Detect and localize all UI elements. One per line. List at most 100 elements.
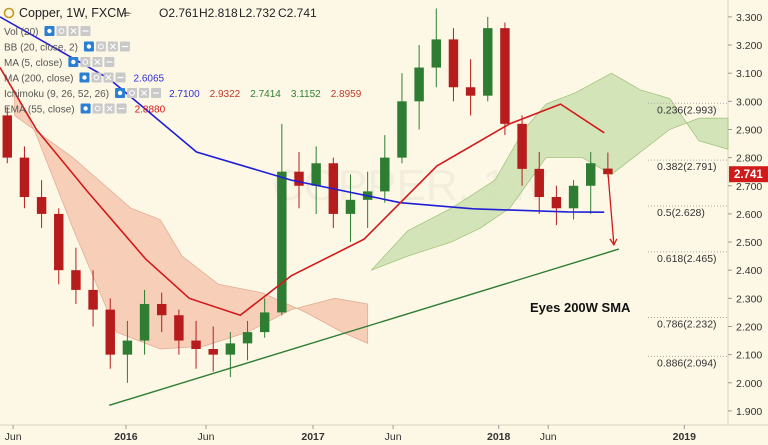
settings-icon[interactable] bbox=[95, 41, 106, 52]
more-icon[interactable] bbox=[116, 103, 127, 114]
candle-body bbox=[534, 168, 544, 198]
close-icon[interactable] bbox=[104, 103, 115, 114]
x-tick-label: 2017 bbox=[301, 431, 325, 443]
close-icon[interactable] bbox=[92, 57, 103, 67]
candle-body bbox=[36, 197, 47, 214]
price-tag-box bbox=[729, 166, 768, 183]
close-icon[interactable] bbox=[103, 72, 114, 83]
candle-body bbox=[208, 349, 218, 355]
candle-body bbox=[586, 163, 596, 186]
y-tick-label: 3.100 bbox=[736, 68, 762, 80]
candlesticks bbox=[2, 8, 613, 383]
candle-body bbox=[157, 303, 167, 316]
legend-label: MA (5, close) bbox=[4, 58, 62, 69]
y-tick-label: 2.400 bbox=[736, 265, 762, 277]
quote-glyph-icon: ⌯ bbox=[122, 6, 132, 20]
legend-value: 2.8959 bbox=[331, 89, 362, 100]
candle-body bbox=[191, 340, 201, 350]
candle-body bbox=[431, 39, 441, 68]
eye-icon[interactable] bbox=[83, 41, 94, 52]
candle-body bbox=[139, 303, 150, 341]
cloud-bearish-area bbox=[14, 89, 369, 350]
price-tag-label: 2.741 bbox=[734, 169, 763, 181]
chart-header: Copper, 1W, FXCM ⌯ O2.761 H2.818 L2.732 … bbox=[3, 6, 317, 20]
legend-label: EMA (55, close) bbox=[4, 105, 75, 116]
y-tick-label: 2.100 bbox=[736, 350, 762, 362]
settings-icon[interactable] bbox=[91, 72, 102, 83]
ema55-line bbox=[0, 67, 605, 317]
eye-icon[interactable] bbox=[115, 88, 126, 98]
legend-value: 2.8880 bbox=[135, 105, 166, 116]
eye-icon[interactable] bbox=[80, 103, 91, 114]
support-trendline[interactable] bbox=[108, 248, 620, 406]
settings-icon[interactable] bbox=[127, 88, 138, 98]
candle-body bbox=[551, 197, 562, 209]
legend-label: Vol (20) bbox=[4, 27, 38, 38]
candle-body bbox=[2, 115, 12, 158]
candle-body bbox=[397, 101, 407, 158]
x-tick-label: Jun bbox=[198, 431, 215, 443]
y-tick-label: 1.900 bbox=[736, 406, 762, 418]
more-icon[interactable] bbox=[80, 26, 91, 36]
legend-value: 2.7414 bbox=[250, 89, 281, 100]
close-icon[interactable] bbox=[139, 88, 150, 98]
candle-body bbox=[603, 168, 613, 175]
settings-icon[interactable] bbox=[92, 103, 103, 114]
fib-level-label: 0.618(2.465) bbox=[657, 253, 717, 265]
legend-value: 3.1152 bbox=[291, 89, 321, 100]
x-tick-label: Jun bbox=[385, 431, 402, 443]
y-tick-label: 2.000 bbox=[736, 378, 762, 390]
x-tick-label: 2016 bbox=[114, 431, 138, 443]
y-tick-label: 3.200 bbox=[736, 40, 762, 52]
candle-body bbox=[88, 289, 98, 310]
legend-value: 2.7100 bbox=[169, 89, 200, 100]
legend-value: 2.9322 bbox=[210, 89, 241, 100]
eye-icon[interactable] bbox=[79, 72, 90, 83]
current-price-tag: 2.741 bbox=[729, 166, 768, 183]
y-tick-label: 2.200 bbox=[736, 321, 762, 333]
candle-body bbox=[448, 39, 459, 88]
legend-label: MA (200, close) bbox=[4, 74, 73, 85]
projection-arrow[interactable] bbox=[607, 171, 615, 245]
y-tick-label: 3.300 bbox=[736, 12, 762, 24]
candle-body bbox=[105, 309, 115, 355]
more-icon[interactable] bbox=[151, 88, 162, 98]
symbol-title: Copper, 1W, FXCM bbox=[19, 6, 127, 20]
more-icon[interactable] bbox=[119, 41, 130, 52]
close-icon[interactable] bbox=[107, 41, 118, 52]
legend-label: Ichimoku (9, 26, 52, 26) bbox=[4, 89, 109, 100]
eye-icon[interactable] bbox=[44, 26, 55, 36]
candle-body bbox=[277, 171, 287, 313]
candle-body bbox=[242, 332, 253, 344]
candle-body bbox=[259, 312, 270, 333]
eye-icon[interactable] bbox=[68, 57, 79, 67]
ohlc-low: L2.732 bbox=[239, 6, 276, 20]
more-icon[interactable] bbox=[104, 57, 115, 67]
ohlc-high: H2.818 bbox=[199, 6, 238, 20]
candle-body bbox=[294, 171, 304, 186]
more-icon[interactable] bbox=[115, 72, 126, 83]
y-tick-label: 3.000 bbox=[736, 96, 762, 108]
close-icon[interactable] bbox=[68, 26, 79, 36]
candle-body bbox=[380, 157, 390, 192]
candle-body bbox=[465, 87, 476, 96]
time-axis: Jun 2016 Jun 2017 Jun 2018 Jun 2019 bbox=[5, 425, 697, 443]
candle-body bbox=[517, 123, 527, 169]
candle-body bbox=[19, 157, 30, 198]
x-tick-label: 2019 bbox=[673, 431, 697, 443]
candle-body bbox=[568, 185, 579, 209]
fib-level-label: 0.786(2.232) bbox=[657, 318, 717, 330]
candle-body bbox=[483, 28, 493, 96]
x-tick-label: 2018 bbox=[487, 431, 511, 443]
settings-icon[interactable] bbox=[80, 57, 91, 67]
x-tick-label: Jun bbox=[540, 431, 557, 443]
ohlc-open: O2.761 bbox=[159, 6, 199, 20]
candle-body bbox=[54, 213, 64, 271]
projection-arrow-head bbox=[609, 238, 618, 247]
y-tick-label: 2.600 bbox=[736, 209, 762, 221]
settings-icon[interactable] bbox=[56, 26, 67, 36]
y-tick-label: 2.300 bbox=[736, 293, 762, 305]
fib-level-label: 0.382(2.791) bbox=[657, 161, 717, 173]
